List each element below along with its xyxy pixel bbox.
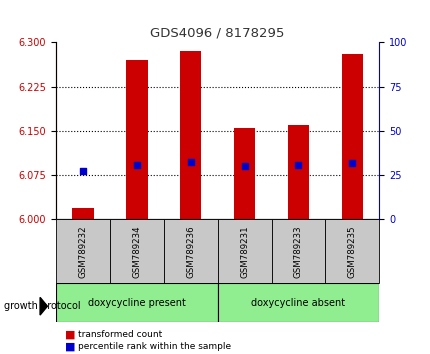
Bar [56, 283, 217, 322]
Title: GDS4096 / 8178295: GDS4096 / 8178295 [150, 27, 284, 40]
Text: ■: ■ [64, 330, 75, 339]
Point [80, 168, 86, 173]
Text: GSM789234: GSM789234 [132, 225, 141, 278]
Bar [126, 60, 147, 219]
Bar [217, 219, 271, 283]
Bar [110, 219, 163, 283]
Text: percentile rank within the sample: percentile rank within the sample [77, 342, 230, 351]
Bar [217, 283, 378, 322]
Text: GSM789232: GSM789232 [78, 225, 87, 278]
Text: GSM789236: GSM789236 [186, 225, 195, 278]
Bar [233, 128, 255, 219]
Bar [287, 125, 309, 219]
Point [348, 161, 355, 166]
Point [294, 162, 301, 167]
Text: ■: ■ [64, 341, 75, 351]
Text: GSM789233: GSM789233 [293, 225, 302, 278]
Bar [325, 219, 378, 283]
Text: doxycycline absent: doxycycline absent [251, 298, 345, 308]
Text: GSM789235: GSM789235 [347, 225, 356, 278]
Point [241, 163, 248, 169]
Point [133, 162, 140, 167]
Text: growth protocol: growth protocol [4, 301, 81, 311]
Point [187, 159, 194, 165]
Bar [271, 219, 325, 283]
Bar [56, 219, 110, 283]
Bar [180, 51, 201, 219]
Bar [72, 208, 94, 219]
Bar [163, 219, 217, 283]
Bar [341, 54, 362, 219]
Text: GSM789231: GSM789231 [240, 225, 249, 278]
Text: transformed count: transformed count [77, 330, 161, 339]
Text: doxycycline present: doxycycline present [88, 298, 185, 308]
